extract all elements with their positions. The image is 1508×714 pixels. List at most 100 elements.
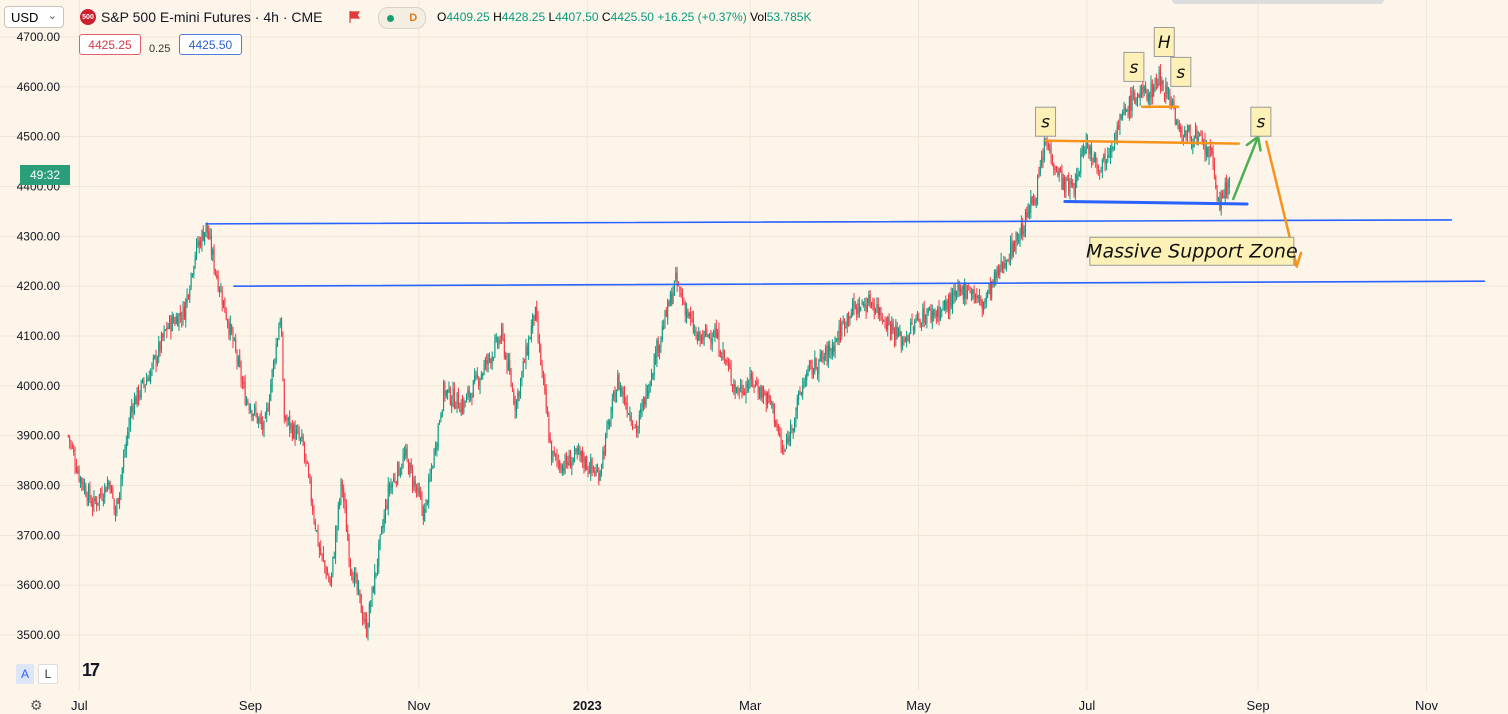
candle-body bbox=[1128, 97, 1130, 117]
candle-body bbox=[433, 448, 435, 466]
candle-body bbox=[383, 515, 385, 528]
x-tick-label: Mar bbox=[739, 698, 762, 713]
ask-price-button[interactable]: 4425.50 bbox=[179, 34, 242, 55]
market-status-pill[interactable]: D bbox=[378, 7, 426, 29]
candle-body bbox=[181, 318, 183, 320]
candle-body bbox=[497, 338, 499, 345]
candle-body bbox=[992, 280, 994, 285]
candle-body bbox=[904, 338, 906, 343]
candle-body bbox=[773, 404, 775, 423]
candle-body bbox=[613, 391, 615, 398]
candle-body bbox=[637, 426, 639, 434]
candle-body bbox=[1035, 198, 1037, 205]
candle-body bbox=[775, 420, 777, 427]
candle-body bbox=[312, 504, 314, 512]
candle-body bbox=[336, 525, 338, 536]
pattern-label[interactable]: s bbox=[1035, 106, 1057, 137]
candle-body bbox=[1045, 141, 1047, 143]
label-text: s bbox=[1176, 63, 1185, 83]
candle-body bbox=[892, 321, 894, 331]
candle-body bbox=[702, 337, 704, 341]
candle-body bbox=[1145, 84, 1147, 93]
candle-body bbox=[811, 364, 813, 375]
pattern-label[interactable]: s bbox=[1250, 106, 1272, 137]
candle-body bbox=[737, 386, 739, 392]
candle-body bbox=[586, 457, 588, 470]
candle-body bbox=[1022, 224, 1024, 235]
flag-icon[interactable] bbox=[348, 10, 362, 24]
candle-body bbox=[1123, 107, 1125, 114]
candle-body bbox=[964, 282, 966, 300]
trendline[interactable] bbox=[1063, 199, 1249, 206]
candle-body bbox=[483, 364, 485, 374]
candle-body bbox=[614, 393, 616, 403]
candle-body bbox=[1100, 169, 1102, 172]
candle-body bbox=[154, 355, 156, 358]
auto-scale-button[interactable]: A bbox=[16, 664, 34, 684]
arrow-line[interactable] bbox=[1232, 135, 1260, 201]
candle-body bbox=[1209, 144, 1211, 150]
candle-body bbox=[1085, 140, 1087, 154]
open-label: O bbox=[437, 10, 447, 24]
candle-body bbox=[706, 328, 708, 336]
candle-body bbox=[596, 470, 598, 472]
candle-body bbox=[204, 232, 206, 242]
candle-body bbox=[287, 417, 289, 420]
support-zone-label[interactable]: Massive Support Zone bbox=[1086, 236, 1298, 266]
pattern-label[interactable]: s bbox=[1123, 51, 1145, 82]
trendline[interactable] bbox=[233, 280, 1486, 287]
candle-body bbox=[533, 315, 535, 320]
candle-body bbox=[879, 307, 881, 316]
candle-body bbox=[1119, 116, 1121, 129]
trendline[interactable] bbox=[205, 219, 1453, 225]
bid-price-button[interactable]: 4425.25 bbox=[79, 34, 141, 55]
tradingview-logo[interactable]: 17 bbox=[82, 660, 100, 680]
candle-body bbox=[337, 504, 339, 525]
symbol-title[interactable]: S&P 500 E-mini Futures · 4h · CME bbox=[101, 9, 323, 25]
trendlines[interactable] bbox=[205, 105, 1486, 287]
candle-body bbox=[988, 284, 990, 293]
candle-body bbox=[150, 371, 152, 383]
gear-icon[interactable]: ⚙ bbox=[30, 697, 43, 713]
candle-body bbox=[925, 321, 927, 323]
candle-body bbox=[1041, 157, 1043, 166]
candle-body bbox=[672, 292, 674, 304]
candle-body bbox=[884, 322, 886, 327]
candle-body bbox=[82, 481, 84, 489]
candle-body bbox=[1149, 92, 1151, 98]
candle-body bbox=[835, 338, 837, 340]
candle-body bbox=[822, 356, 824, 360]
trendline[interactable] bbox=[1044, 139, 1241, 145]
candle-body bbox=[160, 334, 162, 351]
candle-body bbox=[186, 293, 188, 303]
candle-body bbox=[1176, 120, 1178, 125]
candle-body bbox=[1092, 160, 1094, 163]
currency-select[interactable]: USD ⌄ bbox=[4, 6, 64, 28]
pattern-label[interactable]: s bbox=[1170, 56, 1192, 87]
candle-body bbox=[699, 331, 701, 341]
candle-body bbox=[973, 289, 975, 298]
candle-body bbox=[1143, 86, 1145, 92]
candle-body bbox=[521, 371, 523, 381]
label-box bbox=[1250, 106, 1272, 137]
candle-body bbox=[788, 435, 790, 442]
candle-body bbox=[1023, 230, 1025, 237]
open-value: 4409.25 bbox=[446, 10, 490, 24]
log-scale-button[interactable]: L bbox=[38, 664, 58, 684]
candle-body bbox=[487, 354, 489, 365]
pattern-label[interactable]: H bbox=[1153, 26, 1175, 57]
candle-body bbox=[1168, 92, 1170, 94]
candle-body bbox=[754, 381, 756, 384]
candle-body bbox=[640, 409, 642, 414]
candle-body bbox=[987, 290, 989, 297]
time-axis[interactable]: Jul Sep Nov 2023 Mar May Jul Sep Nov bbox=[71, 698, 1439, 713]
candle-body bbox=[414, 481, 416, 486]
candle-body bbox=[866, 305, 868, 311]
candle-body bbox=[173, 317, 175, 322]
candle-body bbox=[1076, 175, 1078, 182]
candle-body bbox=[999, 269, 1001, 276]
candle-body bbox=[341, 481, 343, 491]
candle-body bbox=[653, 354, 655, 376]
